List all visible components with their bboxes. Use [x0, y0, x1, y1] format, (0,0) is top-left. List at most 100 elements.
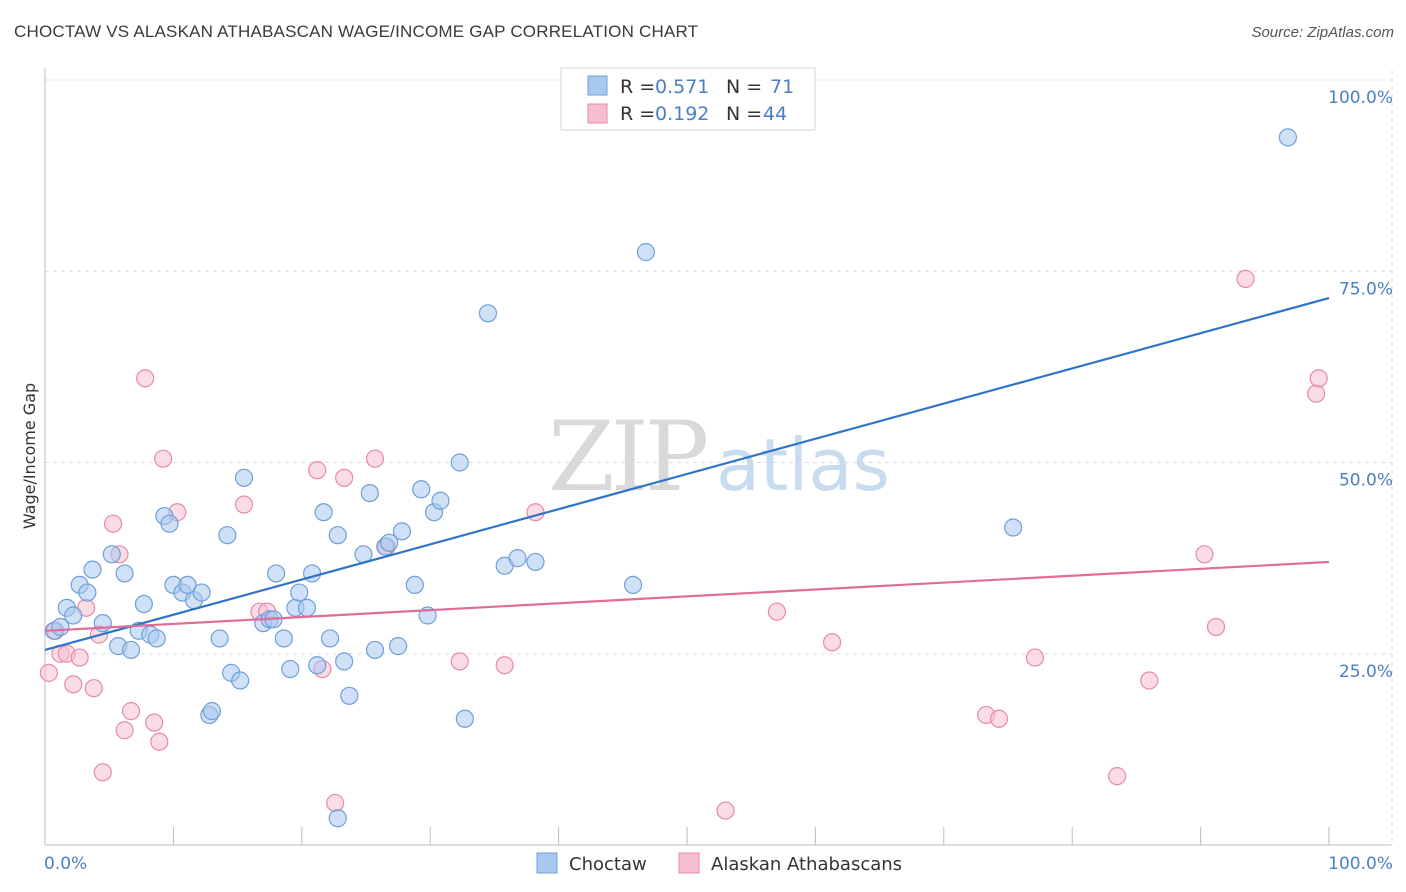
choctaw-point [274, 629, 293, 648]
choctaw-point [231, 671, 250, 690]
athabascan-point [308, 461, 327, 480]
choctaw-point [380, 533, 399, 552]
trendline-athabascan [44, 560, 1330, 632]
legend-n-label-2: N = [726, 103, 762, 125]
athabascan-point [136, 369, 155, 388]
choctaw-point [218, 526, 237, 545]
choctaw-point [405, 575, 424, 595]
y-tick-label: 100.0% [1328, 88, 1393, 108]
legend-r-label-1: R = [620, 76, 655, 98]
x-tick-label-min: 0.0% [44, 854, 87, 874]
choctaw-point [636, 243, 656, 262]
athabascan-point [150, 732, 169, 751]
bottom-legend-swatch-choctaw [536, 852, 558, 874]
tick-labels: 100.0% 75.0% 50.0% 25.0% 0.0% 100.0% [44, 88, 1393, 874]
athabascan-point [1206, 617, 1226, 637]
athabascan-point [326, 793, 345, 813]
trendlines [44, 296, 1330, 651]
watermark: ZIP atlas [548, 401, 890, 513]
athabascan-point [1140, 671, 1159, 690]
choctaw-point [412, 480, 431, 499]
choctaw-point [281, 659, 300, 679]
y-tick-label: 25.0% [1339, 662, 1393, 682]
athabascan-point [70, 648, 89, 667]
watermark-atlas: atlas [716, 423, 890, 507]
athabascan-point [1309, 369, 1328, 388]
choctaw-point [526, 552, 545, 572]
choctaw-point [335, 652, 354, 671]
choctaw-point [121, 640, 141, 660]
choctaw-point [314, 503, 333, 522]
choctaw-point [508, 549, 527, 568]
choctaw-point [1278, 128, 1298, 147]
legend-swatch-choctaw [587, 75, 608, 96]
athabascan-point [39, 663, 58, 682]
athabascan-point [64, 675, 83, 694]
series-legend: Choctaw Alaskan Athabascans [536, 852, 902, 875]
choctaw-point [450, 453, 469, 472]
athabascan-point [154, 449, 173, 468]
athabascan-point [365, 449, 385, 468]
athabascan-point [989, 709, 1009, 728]
athabascan-point [84, 679, 103, 698]
choctaw-point [267, 564, 286, 583]
choctaw-point [202, 702, 222, 721]
choctaw-point [234, 468, 254, 487]
watermark-zip: ZIP [548, 401, 707, 513]
athabascan-point [145, 713, 164, 732]
athabascan-point [1108, 767, 1127, 786]
choctaw-point [160, 514, 179, 533]
legend-r-value-1: 0.571 [655, 76, 709, 98]
legend-r-label-2: R = [620, 103, 655, 125]
bottom-legend-athabascan: Alaskan Athabascans [711, 854, 902, 875]
choctaw-point [365, 640, 385, 660]
athabascan-point [121, 702, 141, 721]
choctaw-point [360, 484, 379, 503]
choctaw-point [328, 809, 347, 828]
series-alaskan-athabascans [39, 269, 1328, 820]
athabascan-point [1195, 545, 1214, 564]
choctaw-point [389, 636, 408, 656]
athabascan-point [1307, 384, 1326, 403]
chart-title: CHOCTAW VS ALASKAN ATHABASCAN WAGE/INCOM… [14, 22, 699, 41]
choctaw-point [1004, 518, 1023, 537]
choctaw-point [455, 709, 474, 728]
choctaw-point [64, 606, 83, 625]
choctaw-point [290, 583, 309, 602]
choctaw-point [78, 583, 97, 602]
choctaw-point [83, 560, 102, 579]
choctaw-point [102, 545, 121, 564]
athabascan-point [822, 633, 842, 652]
axes [44, 68, 1392, 846]
bottom-legend-swatch-athabascan [678, 852, 700, 874]
choctaw-point [623, 575, 643, 595]
athabascan-point [450, 652, 469, 671]
choctaw-point [192, 583, 211, 602]
athabascan-point [335, 468, 354, 487]
choctaw-point [320, 629, 340, 648]
choctaw-point [340, 686, 359, 705]
legend-swatch-athabascan [587, 103, 608, 124]
athabascan-point [495, 656, 514, 675]
correlation-legend: R = 0.571 N = 71 R = 0.192 N = 44 [560, 67, 816, 131]
legend-n-value-2: 44 [763, 103, 787, 125]
y-tick-label: 75.0% [1339, 279, 1393, 299]
source-label: Source: ZipAtlas.com [1251, 24, 1394, 41]
legend-n-label-1: N = [726, 76, 762, 98]
y-axis-title: Wage/Income Gap [20, 383, 39, 529]
choctaw-point [147, 629, 166, 648]
choctaw-point [297, 598, 317, 617]
choctaw-point [308, 656, 327, 675]
x-tick-label-max: 100.0% [1328, 854, 1393, 874]
athabascan-point [716, 801, 735, 820]
athabascan-point [767, 602, 786, 621]
athabascan-point [103, 514, 123, 533]
y-tick-label: 50.0% [1339, 471, 1393, 491]
choctaw-point [478, 304, 498, 323]
legend-r-value-2: 0.192 [655, 103, 709, 125]
choctaw-point [392, 522, 412, 541]
athabascan-point [234, 495, 254, 514]
choctaw-point [328, 526, 347, 545]
choctaw-point [115, 564, 134, 583]
